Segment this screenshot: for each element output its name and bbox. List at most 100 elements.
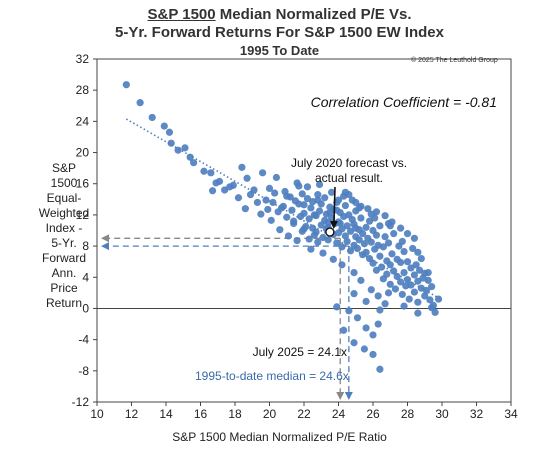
data-point <box>343 237 351 246</box>
data-point <box>415 266 424 274</box>
data-point <box>338 225 346 233</box>
callout-label-line2: actual result. <box>315 171 383 185</box>
data-point <box>386 261 394 269</box>
data-point <box>414 248 422 256</box>
data-point <box>338 243 346 251</box>
x-tick-label: 30 <box>435 407 449 421</box>
data-point <box>314 238 322 246</box>
data-point <box>341 232 349 240</box>
data-point <box>165 128 174 136</box>
data-point <box>357 214 365 222</box>
data-point <box>334 196 343 204</box>
y-tick-label: -12 <box>72 395 90 409</box>
data-point <box>328 188 336 196</box>
data-point <box>367 286 375 294</box>
data-point <box>319 249 327 257</box>
data-point <box>409 244 417 253</box>
data-point <box>421 292 429 300</box>
data-point <box>412 261 420 269</box>
data-point <box>324 219 332 227</box>
data-point <box>314 196 322 204</box>
data-point <box>376 365 384 373</box>
x-tick-label: 14 <box>159 407 173 421</box>
y-tick-label: -4 <box>78 333 89 347</box>
data-points <box>122 81 443 373</box>
data-point <box>241 205 249 213</box>
data-point <box>364 205 372 213</box>
data-point <box>414 277 422 285</box>
data-point <box>403 276 412 284</box>
x-tick-label: 26 <box>366 407 380 421</box>
data-point <box>257 210 265 218</box>
data-point <box>293 237 301 245</box>
callout-point <box>325 227 335 237</box>
data-point <box>428 283 436 291</box>
y-tick-label: 4 <box>82 270 89 284</box>
data-point <box>321 194 329 202</box>
data-point <box>428 304 436 312</box>
data-point <box>393 272 401 281</box>
data-point <box>190 159 198 167</box>
x-tick-label: 12 <box>125 407 139 421</box>
correlation-label: Correlation Coefficient = -0.81 <box>311 94 497 110</box>
data-point <box>277 204 286 212</box>
data-point <box>314 191 322 199</box>
y-axis-label: S&P 1500 Equal- Weighted Index - 5-Yr. F… <box>38 161 90 310</box>
data-point <box>303 194 312 203</box>
data-point <box>367 210 375 218</box>
data-point <box>360 345 368 353</box>
data-point <box>424 276 432 284</box>
data-point <box>148 113 156 122</box>
data-point <box>253 198 262 207</box>
x-tick-label: 32 <box>470 407 484 421</box>
data-point <box>271 189 279 197</box>
data-point <box>381 300 389 308</box>
data-point <box>400 302 408 310</box>
x-tick-label: 10 <box>90 407 104 421</box>
data-point <box>208 187 217 195</box>
data-point <box>350 268 358 277</box>
data-point <box>283 213 291 221</box>
data-point <box>283 192 291 200</box>
data-point <box>243 174 251 182</box>
data-point <box>422 286 431 295</box>
data-point <box>407 281 415 289</box>
data-point <box>326 208 334 217</box>
data-point <box>346 227 355 235</box>
data-point <box>390 230 398 238</box>
data-point <box>338 261 346 269</box>
data-point <box>333 303 341 311</box>
data-point <box>276 226 284 234</box>
data-point <box>410 271 418 279</box>
chart-subtitle: 1995 To Date <box>239 43 320 58</box>
data-point <box>376 222 384 230</box>
data-point <box>414 309 422 317</box>
chart-title-line2: 5-Yr. Forward Returns For S&P 1500 EW In… <box>115 24 444 41</box>
data-point <box>403 230 412 238</box>
data-point <box>160 122 168 130</box>
data-point <box>355 236 363 244</box>
data-point <box>397 278 405 286</box>
data-point <box>379 243 387 251</box>
data-point <box>284 232 293 240</box>
y-tick-label: 8 <box>82 239 89 253</box>
y-tick-label: 16 <box>76 177 90 191</box>
data-point <box>303 183 312 191</box>
data-point <box>362 297 370 306</box>
data-point <box>305 235 313 243</box>
annotations: July 2020 forecast vs.actual result. Corr… <box>195 94 497 383</box>
data-point <box>305 215 313 223</box>
data-point <box>403 258 412 266</box>
x-tick-label: 18 <box>228 407 242 421</box>
data-point <box>269 198 277 207</box>
data-point <box>362 324 370 332</box>
data-point <box>372 231 381 239</box>
chart-title-prefix: S&P 1500 <box>147 6 216 23</box>
data-point <box>341 188 349 196</box>
data-point <box>391 285 400 293</box>
data-point <box>264 205 272 214</box>
data-point <box>262 196 270 204</box>
chart-title-rest: Median Normalized P/E Vs. <box>215 6 412 23</box>
data-point <box>388 250 396 258</box>
